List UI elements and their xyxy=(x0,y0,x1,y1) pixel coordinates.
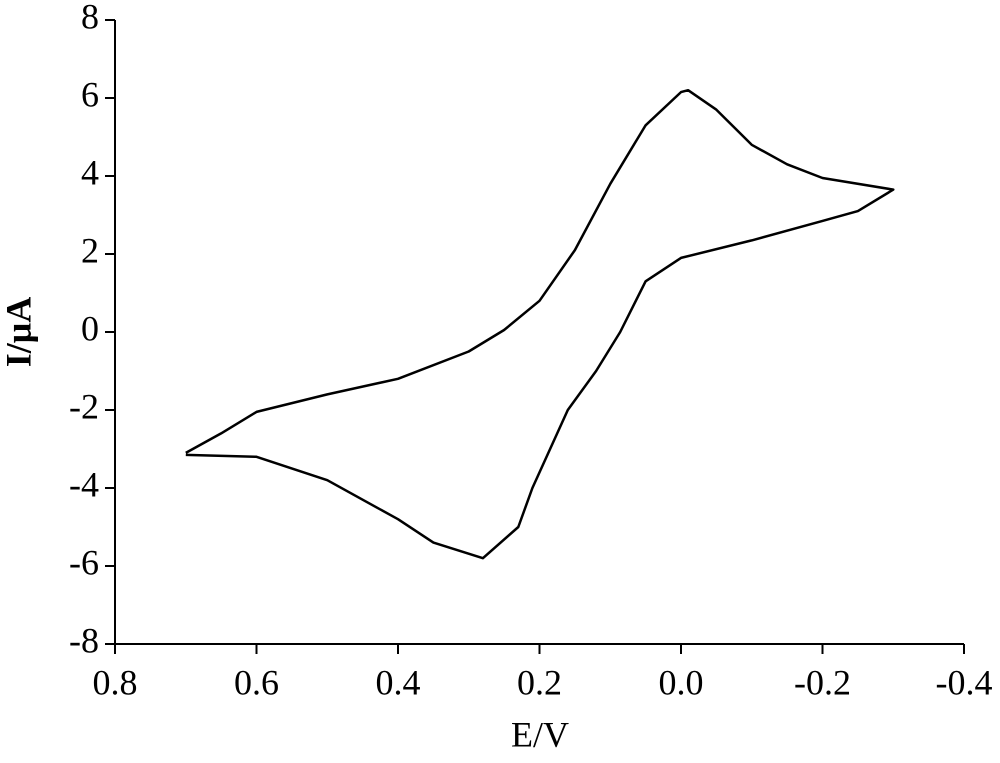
y-tick-label: 8 xyxy=(81,0,99,36)
y-tick-label: 6 xyxy=(81,74,99,114)
y-tick-label: -2 xyxy=(69,386,99,426)
y-tick-label: 2 xyxy=(81,230,99,270)
x-tick-label: 0.2 xyxy=(517,662,562,702)
x-tick-label: -0.4 xyxy=(936,662,993,702)
cv-curve xyxy=(185,88,895,560)
y-tick-label: -6 xyxy=(69,542,99,582)
y-axis-label: I/μA xyxy=(0,297,38,367)
x-tick-label: 0.8 xyxy=(93,662,138,702)
y-tick-label: -4 xyxy=(69,464,99,504)
x-tick-label: 0.0 xyxy=(659,662,704,702)
x-tick-label: 0.6 xyxy=(234,662,279,702)
x-tick-label: -0.2 xyxy=(794,662,851,702)
x-axis-label: E/V xyxy=(511,714,569,754)
y-tick-label: 4 xyxy=(81,152,99,192)
y-tick-label: -8 xyxy=(69,620,99,660)
x-tick-label: 0.4 xyxy=(376,662,421,702)
y-tick-label: 0 xyxy=(81,308,99,348)
